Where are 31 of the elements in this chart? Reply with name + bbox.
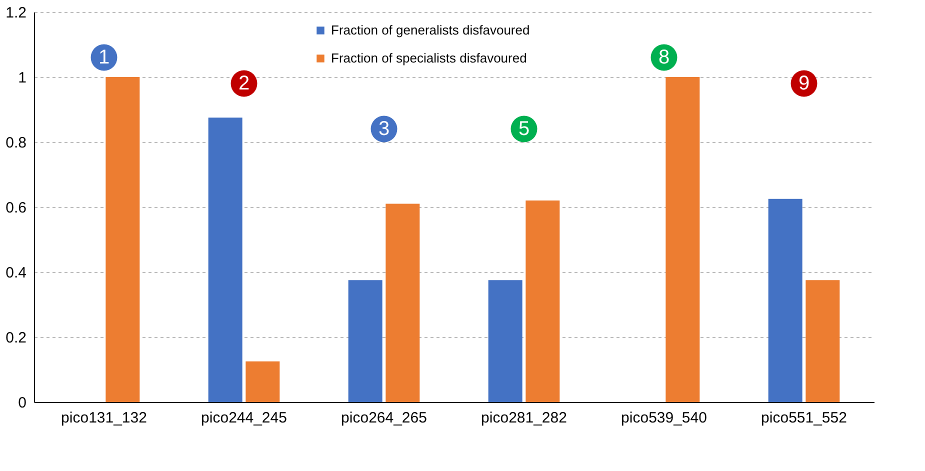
- y-tick-label: 0: [18, 394, 26, 412]
- x-tick-label: pico131_132: [61, 410, 147, 426]
- y-tick-label: 0.6: [6, 200, 26, 216]
- annotation: 5: [518, 118, 530, 140]
- bar: [806, 280, 840, 402]
- y-tick-label: 1.2: [6, 4, 26, 22]
- annotation: 2: [238, 72, 250, 94]
- x-tick-label: pico281_282: [481, 410, 567, 426]
- annotation: 3: [378, 118, 390, 140]
- legend-label: Fraction of generalists disfavoured: [331, 22, 530, 38]
- y-tick-label: 0.2: [6, 330, 26, 346]
- bar: [666, 77, 700, 402]
- annotation: 1: [98, 46, 110, 68]
- bar: [348, 280, 382, 402]
- bar: [526, 200, 560, 402]
- x-tick-label: pico244_245: [201, 410, 287, 426]
- bar: [488, 280, 522, 402]
- annotation: 9: [798, 72, 810, 94]
- bar: [386, 204, 420, 402]
- x-tick-label: pico264_265: [341, 410, 427, 426]
- bar: [106, 77, 140, 402]
- annotation: 8: [658, 46, 670, 68]
- x-tick-label: pico539_540: [621, 410, 707, 426]
- y-tick-label: 1: [18, 70, 26, 86]
- y-tick-label: 0.4: [6, 264, 26, 282]
- y-tick-label: 0.8: [6, 134, 26, 152]
- legend-label: Fraction of specialists disfavoured: [331, 50, 527, 66]
- bar: [768, 198, 802, 402]
- x-tick-label: pico551_552: [761, 410, 847, 426]
- bar: [246, 361, 280, 402]
- bar: [208, 118, 242, 402]
